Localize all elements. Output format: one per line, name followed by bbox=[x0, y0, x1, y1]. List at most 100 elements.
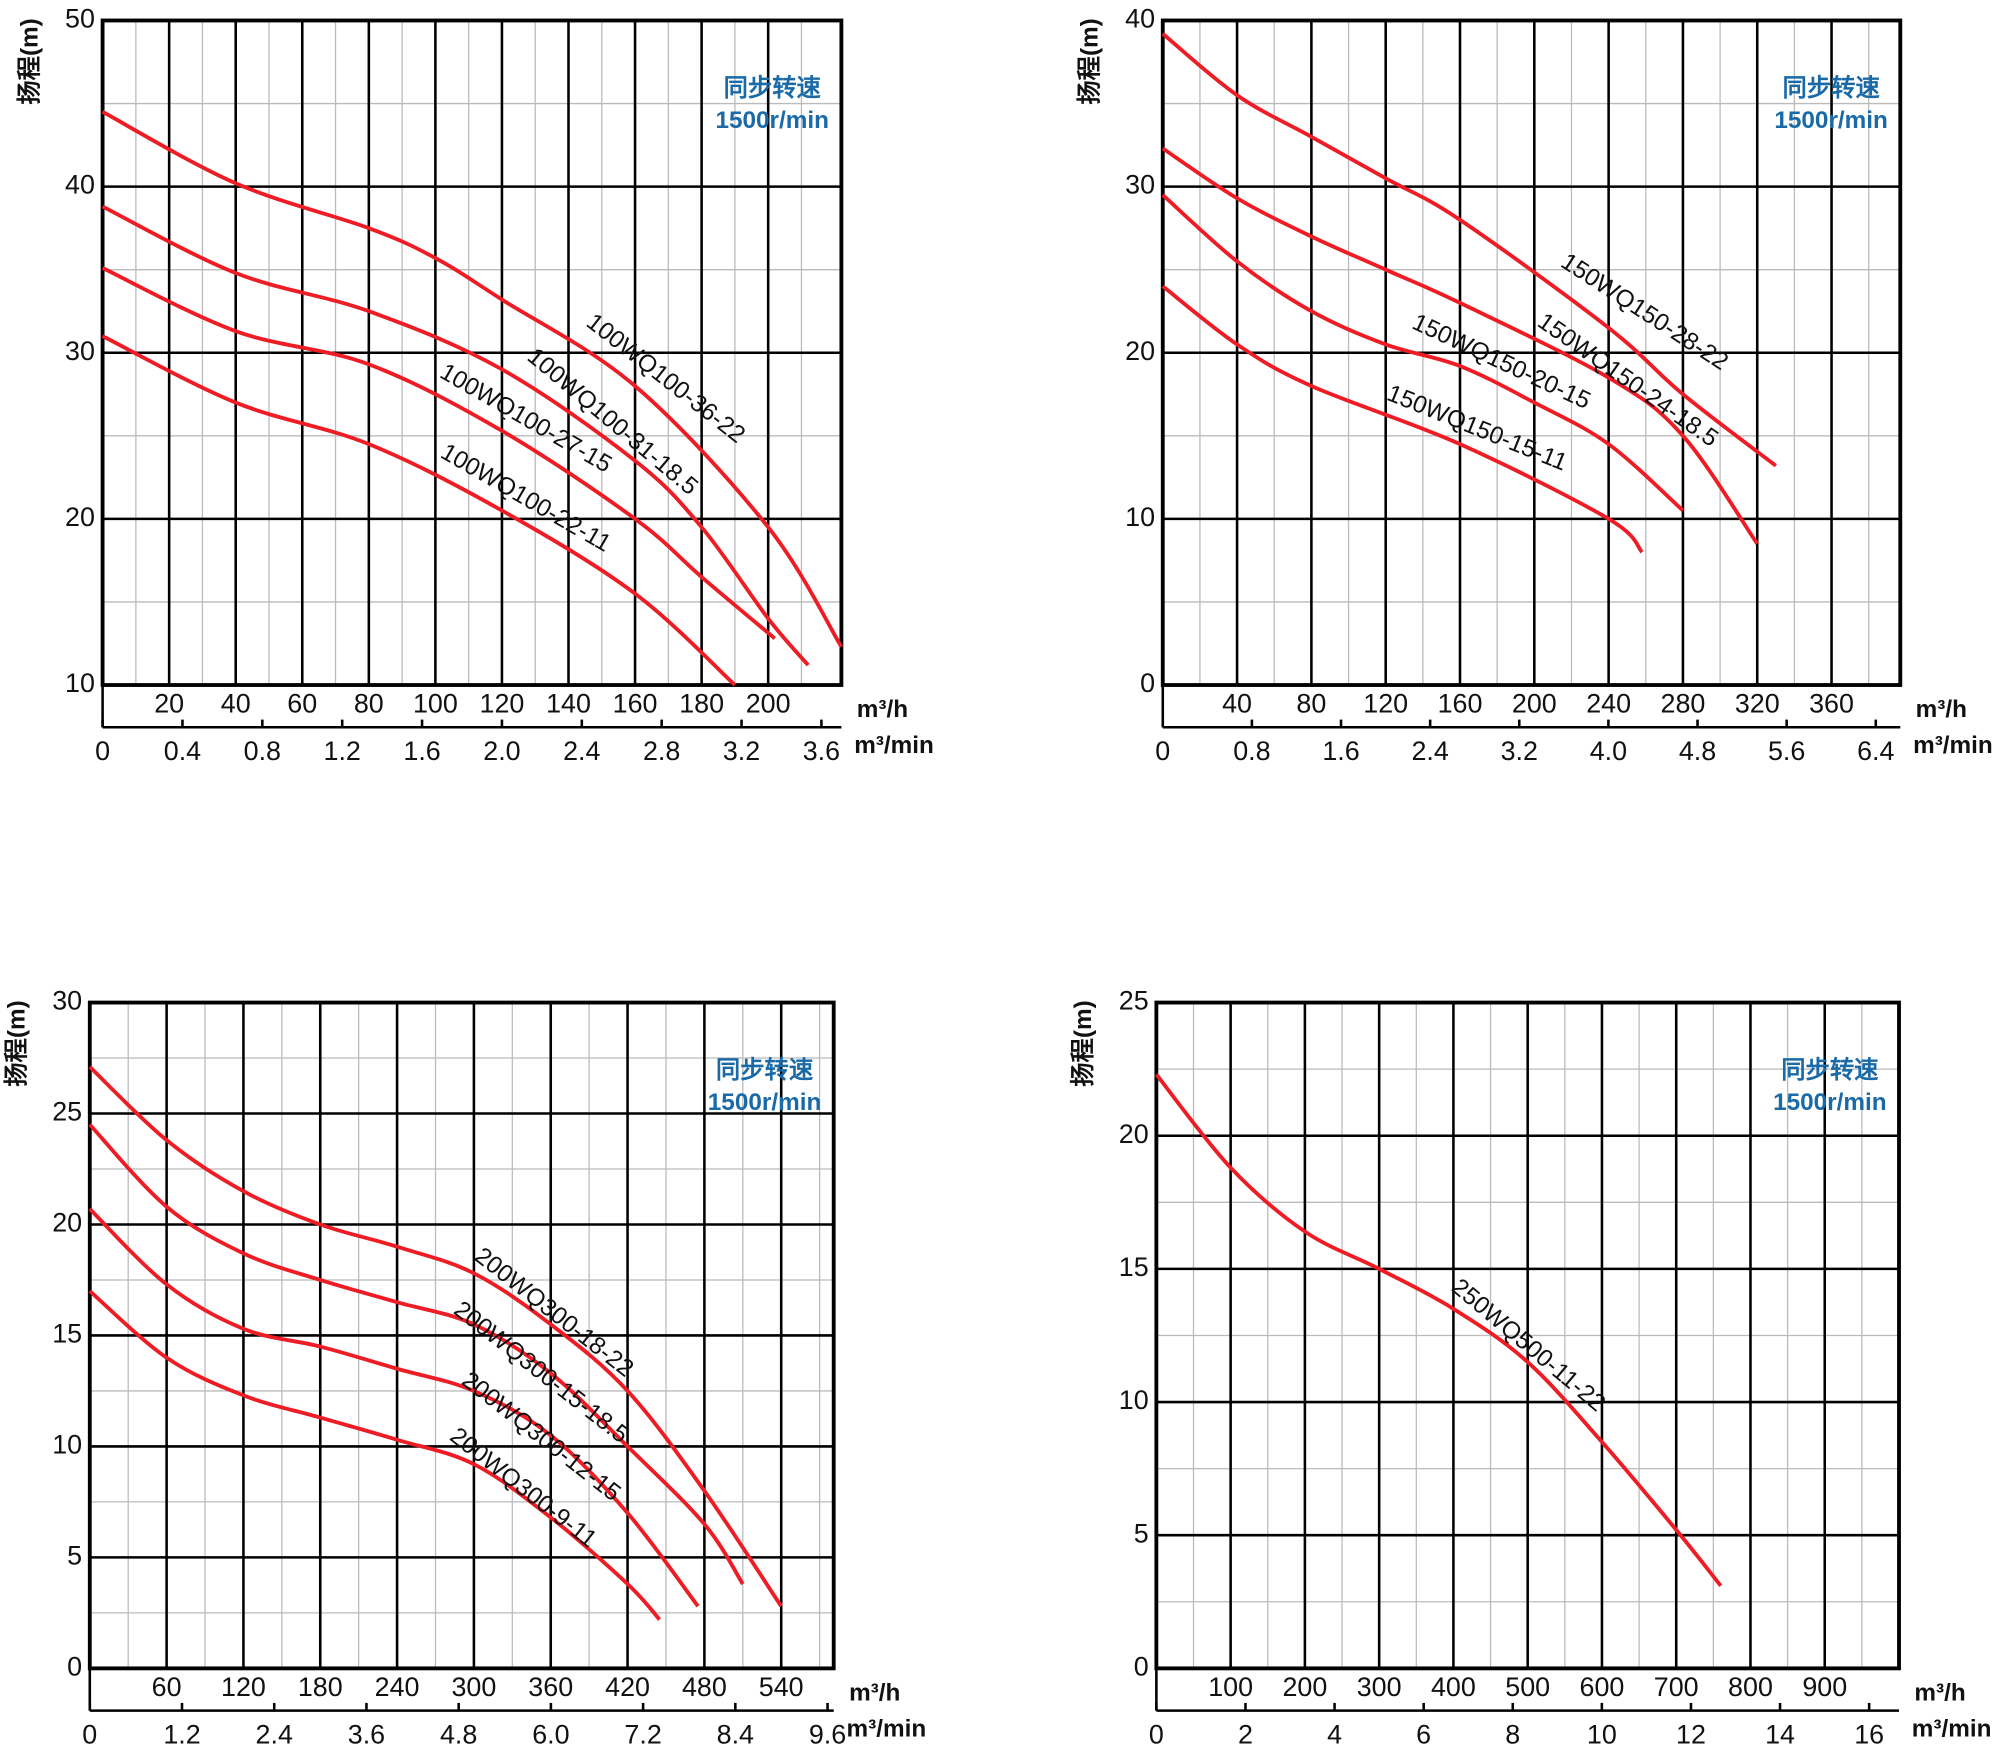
x-tick-label: 180 bbox=[679, 689, 724, 719]
chart-panel: 0 10 20 30 40 40 80 120 160 200 240 280 320 360 0 0.8 1.… bbox=[1076, 4, 1992, 766]
y-tick-label: 0 bbox=[67, 1651, 82, 1681]
x-tick-label: 200 bbox=[1282, 1672, 1327, 1702]
pump-curve bbox=[101, 204, 810, 667]
x2-tick-label: 0 bbox=[1149, 1719, 1164, 1749]
x-tick-label: 200 bbox=[1512, 689, 1557, 719]
x-tick-label: 40 bbox=[1222, 689, 1252, 719]
x2-axis-unit: m³/min bbox=[1912, 1715, 1992, 1742]
y-tick-label: 10 bbox=[1119, 1385, 1149, 1415]
y-tick-label: 5 bbox=[67, 1540, 82, 1570]
chart-panel: 0 5 10 15 20 25 100 200 300 400 500 600 700 800 900 0 2 4… bbox=[1070, 986, 1991, 1750]
x-tick-label: 80 bbox=[1296, 689, 1326, 719]
y-axis-label: 扬程(m) bbox=[4, 1000, 31, 1086]
y-tick-label: 15 bbox=[1119, 1252, 1149, 1282]
x2-tick-label: 2.4 bbox=[1411, 736, 1448, 766]
annotation: 1500r/min bbox=[1773, 1089, 1887, 1116]
x-axis-unit: m³/h bbox=[1914, 1679, 1965, 1706]
x-tick-label: 120 bbox=[1363, 689, 1408, 719]
x2-tick-label: 3.6 bbox=[348, 1719, 385, 1749]
x2-tick-label: 0.8 bbox=[1233, 736, 1270, 766]
x2-tick-label: 1.6 bbox=[1322, 736, 1359, 766]
annotation: 同步转速 bbox=[716, 1056, 814, 1084]
x2-tick-label: 0 bbox=[82, 1719, 97, 1749]
x-axis-unit: m³/h bbox=[1916, 696, 1967, 723]
y-axis-label: 扬程(m) bbox=[16, 18, 43, 104]
y-tick-label: 30 bbox=[1125, 170, 1155, 200]
y-tick-label: 15 bbox=[52, 1319, 82, 1349]
x-tick-label: 320 bbox=[1735, 689, 1780, 719]
annotation: 同步转速 bbox=[1783, 74, 1881, 102]
x2-tick-label: 0 bbox=[95, 736, 110, 766]
pump-curve bbox=[1154, 1073, 1723, 1588]
x2-tick-label: 2.8 bbox=[643, 736, 680, 766]
x2-tick-label: 1.6 bbox=[403, 736, 440, 766]
pump-curve bbox=[88, 1207, 700, 1608]
pump-curve bbox=[101, 266, 777, 640]
x2-tick-label: 7.2 bbox=[624, 1719, 661, 1749]
x2-tick-label: 6.4 bbox=[1857, 736, 1894, 766]
plot-frame bbox=[1154, 1000, 1901, 1671]
y-tick-label: 10 bbox=[1125, 502, 1155, 532]
x2-tick-label: 8 bbox=[1505, 1719, 1520, 1749]
x-tick-label: 60 bbox=[152, 1672, 182, 1702]
x2-tick-label: 2.4 bbox=[563, 736, 600, 766]
plot-frame bbox=[1160, 18, 1903, 687]
x2-tick-label: 2.0 bbox=[483, 736, 520, 766]
x-tick-label: 100 bbox=[413, 689, 458, 719]
y-tick-label: 40 bbox=[1125, 4, 1155, 34]
x-tick-label: 360 bbox=[528, 1672, 573, 1702]
y-tick-label: 10 bbox=[52, 1430, 82, 1460]
x-tick-label: 700 bbox=[1654, 1672, 1699, 1702]
y-tick-label: 25 bbox=[52, 1097, 82, 1127]
x-axis-unit: m³/h bbox=[849, 1679, 900, 1706]
x-tick-label: 500 bbox=[1505, 1672, 1550, 1702]
x2-axis-unit: m³/min bbox=[854, 732, 934, 759]
x-tick-label: 160 bbox=[1438, 689, 1483, 719]
annotation: 1500r/min bbox=[715, 107, 829, 134]
x-tick-label: 400 bbox=[1431, 1672, 1476, 1702]
y-tick-label: 30 bbox=[65, 336, 95, 366]
x-axis-unit: m³/h bbox=[857, 696, 908, 723]
y-tick-label: 40 bbox=[65, 170, 95, 200]
y-tick-label: 5 bbox=[1134, 1518, 1149, 1548]
x2-tick-label: 3.6 bbox=[803, 736, 840, 766]
x-tick-label: 20 bbox=[154, 689, 184, 719]
pump-curve bbox=[88, 1065, 783, 1608]
pump-curve bbox=[1161, 146, 1759, 545]
x2-axis-unit: m³/min bbox=[1913, 732, 1993, 759]
x2-tick-label: 4.8 bbox=[1679, 736, 1716, 766]
y-tick-label: 30 bbox=[52, 986, 82, 1016]
x2-tick-label: 5.6 bbox=[1768, 736, 1805, 766]
x-tick-label: 300 bbox=[1357, 1672, 1402, 1702]
x-tick-label: 240 bbox=[1586, 689, 1631, 719]
x-tick-label: 360 bbox=[1809, 689, 1854, 719]
y-tick-label: 0 bbox=[1134, 1651, 1149, 1681]
x2-tick-label: 1.2 bbox=[324, 736, 361, 766]
x-tick-label: 420 bbox=[605, 1672, 650, 1702]
x-tick-label: 120 bbox=[480, 689, 525, 719]
pump-curve bbox=[101, 334, 737, 687]
x-tick-label: 200 bbox=[746, 689, 791, 719]
x-tick-label: 600 bbox=[1580, 1672, 1625, 1702]
curve-label: 200WQ300-9-11 bbox=[445, 1422, 602, 1553]
x-tick-label: 540 bbox=[759, 1672, 804, 1702]
x-tick-label: 160 bbox=[613, 689, 658, 719]
x-tick-label: 80 bbox=[354, 689, 384, 719]
annotation: 1500r/min bbox=[1774, 107, 1888, 134]
y-tick-label: 20 bbox=[1125, 336, 1155, 366]
x2-tick-label: 2 bbox=[1238, 1719, 1253, 1749]
x2-tick-label: 8.4 bbox=[717, 1719, 754, 1749]
x-tick-label: 800 bbox=[1728, 1672, 1773, 1702]
pump-curve bbox=[88, 1289, 662, 1621]
x2-tick-label: 4 bbox=[1327, 1719, 1342, 1749]
y-tick-label: 10 bbox=[65, 668, 95, 698]
y-tick-label: 20 bbox=[1119, 1119, 1149, 1149]
x2-tick-label: 10 bbox=[1587, 1719, 1617, 1749]
plot-frame bbox=[87, 1000, 836, 1671]
pump-curve bbox=[1161, 32, 1777, 468]
y-axis-label: 扬程(m) bbox=[1070, 1000, 1097, 1086]
x2-tick-label: 16 bbox=[1854, 1719, 1884, 1749]
x2-tick-label: 3.2 bbox=[1501, 736, 1538, 766]
pump-curve bbox=[1161, 193, 1685, 513]
plot-frame bbox=[100, 18, 844, 687]
